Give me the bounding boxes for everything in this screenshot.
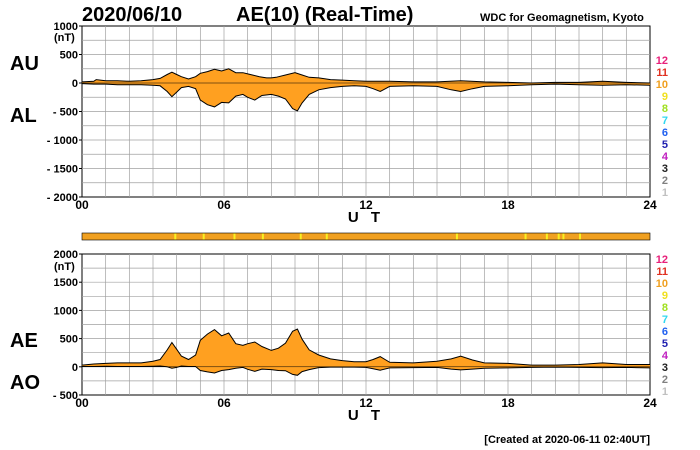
x-tick-label: 18 (501, 198, 515, 212)
station-bar-segment (202, 233, 205, 240)
legend-station-count: 9 (662, 290, 668, 302)
legend-station-count: 7 (662, 314, 668, 326)
legend-station-count: 1 (662, 386, 668, 398)
unit-label: (nT) (54, 261, 75, 273)
x-tick-label: 24 (643, 396, 657, 410)
station-bar-segment (261, 233, 264, 240)
source-label: WDC for Geomagnetism, Kyoto (480, 12, 644, 24)
x-tick-label: 18 (501, 396, 515, 410)
y-tick-label: - 1000 (47, 135, 78, 147)
station-bar-segment (562, 233, 565, 240)
x-tick-label: 12 (359, 198, 373, 212)
lower-series-label: AL (10, 105, 37, 127)
legend-station-count: 4 (662, 151, 669, 163)
series-line-upper (81, 328, 650, 366)
station-bar-segment (524, 233, 527, 240)
series-line-lower (82, 365, 651, 376)
legend-station-count: 2 (662, 175, 668, 187)
station-bar-segment (455, 233, 458, 240)
index-title: AE(10) (Real-Time) (236, 4, 413, 26)
legend-station-count: 2 (662, 374, 668, 386)
station-bar-fill (81, 232, 651, 241)
legend-station-count: 8 (662, 103, 668, 115)
legend-station-count: 12 (656, 55, 668, 67)
legend-station-count: 5 (662, 338, 668, 350)
x-tick-label: 06 (217, 396, 231, 410)
y-tick-label: - 500 (53, 390, 78, 402)
station-bar-segment (579, 233, 581, 240)
legend-station-count: 3 (662, 362, 668, 374)
y-tick-label: 0 (72, 362, 78, 374)
upper-series-label: AU (10, 53, 39, 75)
x-axis-label: U T (348, 407, 384, 424)
x-axis-label: U T (348, 209, 384, 226)
x-tick-label: 00 (75, 396, 89, 410)
y-tick-label: 1000 (54, 305, 78, 317)
legend-station-count: 3 (662, 163, 668, 175)
au-al-panel: (nT) AU AL U T 1000 500 0 - 500 - 1000 - 1500… (10, 21, 657, 226)
y-tick-label: - 500 (53, 107, 78, 119)
y-tick-label: - 2000 (47, 192, 78, 204)
legend-station-count: 9 (662, 91, 668, 103)
legend-station-count: 6 (662, 127, 668, 139)
legend-station-count: 4 (662, 350, 669, 362)
legend-station-count: 6 (662, 326, 668, 338)
legend-station-count: 8 (662, 302, 668, 314)
lower-series-label: AO (10, 372, 40, 394)
x-tick-label: 06 (217, 198, 231, 212)
station-bar-segment (174, 233, 177, 240)
unit-label: (nT) (54, 32, 75, 44)
legend-station-count: 10 (656, 278, 668, 290)
station-count-bar (81, 232, 651, 241)
legend-station-count: 5 (662, 139, 668, 151)
y-tick-label: 0 (72, 78, 78, 90)
legend-station-count: 7 (662, 115, 668, 127)
y-tick-label: 1500 (54, 277, 78, 289)
y-tick-label: 500 (60, 334, 78, 346)
series-area-fill (82, 68, 650, 111)
legend-station-count: 11 (656, 67, 668, 79)
series-line-upper (81, 68, 651, 84)
legend-station-count: 10 (656, 79, 668, 91)
station-bar-segment (325, 233, 328, 240)
station-bar-segment (557, 233, 560, 240)
date-title: 2020/06/10 (82, 4, 182, 26)
y-tick-label: 500 (60, 50, 78, 62)
legend-station-count: 11 (656, 266, 668, 278)
upper-series-label: AE (10, 330, 38, 352)
created-timestamp: [Created at 2020-06-11 02:40UT] (484, 434, 650, 446)
x-tick-label: 24 (643, 198, 657, 212)
legend-station-count: 12 (656, 254, 668, 266)
station-bar-segment (299, 233, 302, 240)
y-tick-label: - 1500 (47, 164, 78, 176)
x-tick-label: 00 (75, 198, 89, 212)
y-tick-label: 2000 (54, 249, 78, 261)
x-tick-label: 12 (359, 396, 373, 410)
station-bar-segment (545, 233, 548, 240)
legend-station-count: 1 (662, 187, 668, 199)
series-line-lower (81, 83, 651, 112)
station-bar-segment (233, 233, 236, 240)
y-tick-label: 1000 (54, 21, 78, 33)
